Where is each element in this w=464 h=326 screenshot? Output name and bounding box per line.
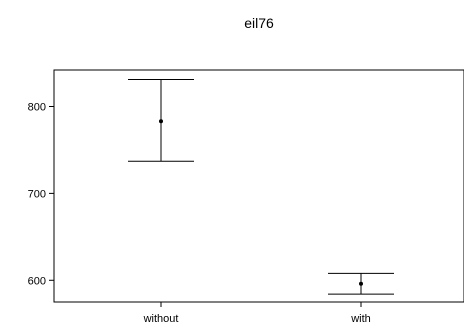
y-axis: 600 700 800	[28, 101, 54, 287]
mean-point	[159, 119, 163, 124]
x-tick-label: without	[143, 313, 179, 325]
y-tick-label: 800	[28, 101, 46, 113]
error-bars	[128, 79, 394, 295]
x-axis: without with	[143, 302, 371, 325]
errorbar-without	[128, 79, 194, 162]
errorbar-with	[328, 272, 394, 295]
mean-point	[359, 281, 363, 286]
chart-title: eil76	[244, 15, 274, 31]
plot-frame	[53, 69, 464, 303]
y-tick-label: 700	[28, 188, 46, 200]
x-tick-label: with	[350, 313, 371, 325]
y-tick-label: 600	[28, 275, 46, 287]
